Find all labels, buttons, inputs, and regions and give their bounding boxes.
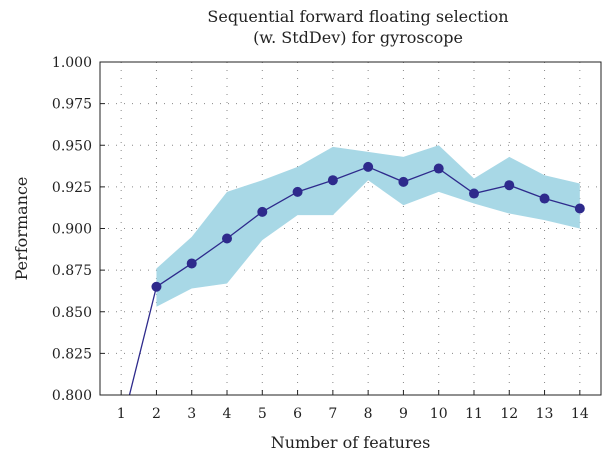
x-tick-label: 12 <box>500 406 518 422</box>
grid-lines <box>100 62 601 395</box>
y-tick-label: 0.900 <box>52 222 92 238</box>
y-tick-label: 1.000 <box>52 55 92 71</box>
data-point <box>574 203 585 214</box>
y-axis-label: Performance <box>12 177 31 281</box>
y-axis-ticks: 0.800 0.825 0.850 0.875 0.900 0.925 0.950 0.975… <box>52 55 105 404</box>
x-tick-label: 1 <box>117 406 126 422</box>
data-point <box>398 176 409 187</box>
x-tick-label: 10 <box>430 406 448 422</box>
plot-frame <box>99 61 602 396</box>
data-point <box>327 175 338 186</box>
y-tick-label: 0.850 <box>52 305 92 321</box>
data-point <box>504 180 515 191</box>
stddev-band <box>156 145 580 307</box>
data-point <box>222 233 233 244</box>
y-tick-label: 0.875 <box>52 263 92 279</box>
chart-title-line-1: Sequential forward floating selection <box>207 7 509 26</box>
x-tick-label: 6 <box>293 406 302 422</box>
data-point <box>257 206 268 217</box>
series-points <box>151 161 585 292</box>
series-line <box>128 166 581 395</box>
x-tick-label: 5 <box>258 406 267 422</box>
x-tick-label: 4 <box>223 406 232 422</box>
x-axis-label: Number of features <box>271 433 431 452</box>
x-tick-label: 8 <box>364 406 373 422</box>
y-tick-label: 0.925 <box>52 180 92 196</box>
y-tick-label: 0.975 <box>52 97 92 113</box>
x-axis-ticks: 1 2 3 4 5 6 7 8 9 10 11 12 13 14 <box>117 390 589 422</box>
y-tick-label: 0.800 <box>52 388 92 404</box>
chart-title-line-2: (w. StdDev) for gyroscope <box>253 28 463 47</box>
chart-title: Sequential forward floating selection (w… <box>100 6 616 48</box>
data-point <box>539 193 550 204</box>
data-point <box>363 161 374 172</box>
stddev-band-area <box>156 145 580 307</box>
data-point <box>468 188 479 199</box>
data-point <box>186 258 197 269</box>
x-tick-label: 14 <box>571 406 589 422</box>
x-tick-label: 3 <box>187 406 196 422</box>
data-point <box>151 281 162 292</box>
y-tick-label: 0.950 <box>52 138 92 154</box>
data-point <box>292 186 303 197</box>
x-tick-label: 9 <box>399 406 408 422</box>
x-tick-label: 7 <box>328 406 337 422</box>
x-tick-label: 11 <box>465 406 483 422</box>
y-tick-label: 0.825 <box>52 346 92 362</box>
data-point <box>433 163 444 174</box>
series-polyline <box>128 166 581 395</box>
x-tick-label: 2 <box>152 406 161 422</box>
x-tick-label: 13 <box>536 406 554 422</box>
